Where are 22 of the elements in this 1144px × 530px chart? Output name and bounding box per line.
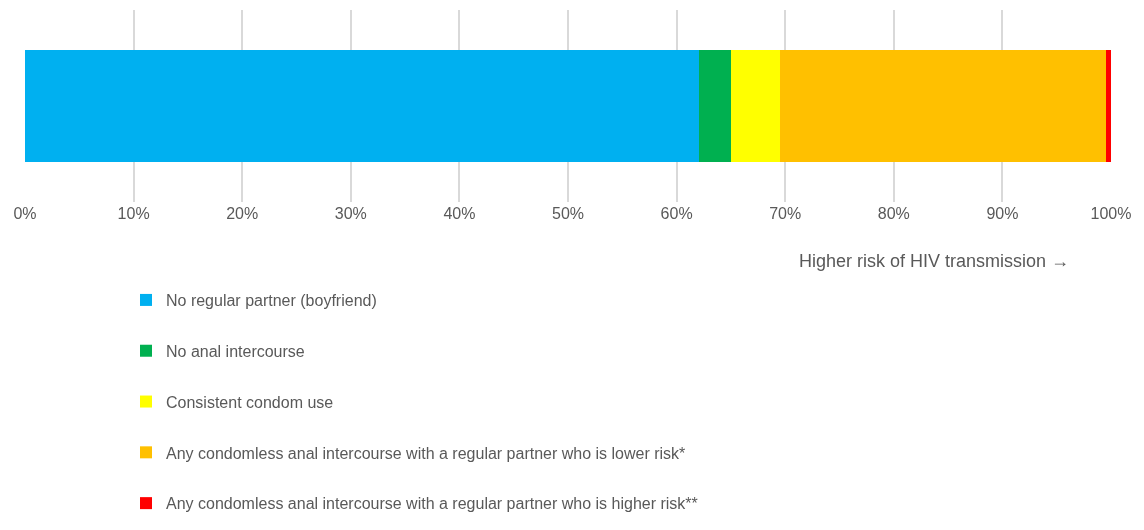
bar [25,49,700,162]
x-tick-label: 100% [1090,204,1132,222]
legend-label: Any condomless anal intercourse with a regular partner who is higher risk** [166,495,698,513]
x-tick-label: 30% [334,204,367,222]
x-tick-label: 90% [986,204,1019,222]
legend-label: Consistent condom use [166,393,334,411]
bar [779,49,1106,162]
bar [699,49,731,162]
legend-label: Any condomless anal intercourse with a regular partner who is lower risk* [166,444,686,462]
bar [1105,49,1111,162]
x-tick-label: 80% [877,204,910,222]
x-tick-label: 40% [443,204,476,222]
bar [730,49,780,162]
x-tick-label: 10% [117,204,150,222]
x-tick-label: 20% [226,204,259,222]
x-axis-title: Higher risk of HIV transmission → [799,251,1070,271]
x-tick-label: 60% [660,204,693,222]
legend-label: No regular partner (boyfriend) [166,292,377,310]
legend-label: No anal intercourse [166,342,305,360]
x-tick-label: 70% [769,204,802,222]
x-tick-label: 0% [13,204,37,222]
x-tick-label: 50% [551,204,585,222]
